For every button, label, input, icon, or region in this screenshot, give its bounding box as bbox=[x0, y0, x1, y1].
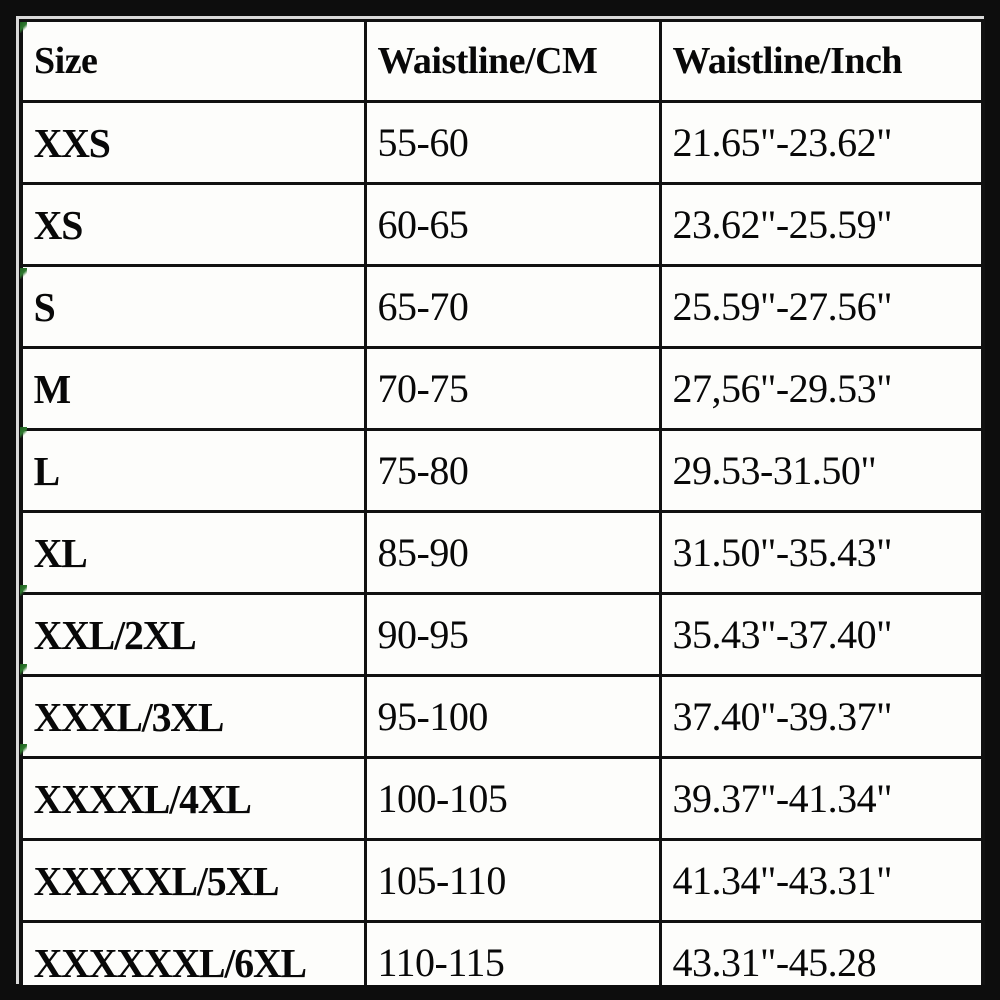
table-row: XL 85-90 31.50"-35.43" bbox=[23, 511, 981, 595]
cell-inch: 29.53-31.50" bbox=[660, 429, 981, 513]
cell-inch: 41.34"-43.31" bbox=[660, 839, 981, 923]
cell-cm: 110-115 bbox=[365, 921, 662, 985]
table-row: XXS 55-60 21.65"-23.62" bbox=[23, 101, 981, 185]
cell-inch: 39.37"-41.34" bbox=[660, 757, 981, 841]
table-row: XXXXL/4XL 100-105 39.37"-41.34" bbox=[23, 757, 981, 841]
cell-inch: 35.43"-37.40" bbox=[660, 593, 981, 677]
cell-cm: 75-80 bbox=[365, 429, 662, 513]
table-row: M 70-75 27,56"-29.53" bbox=[23, 347, 981, 431]
column-header-size: Size bbox=[23, 22, 367, 103]
cell-cm: 55-60 bbox=[365, 101, 662, 185]
cell-inch: 37.40"-39.37" bbox=[660, 675, 981, 759]
table-row: XXXXXXL/6XL 110-115 43.31"-45.28 bbox=[23, 921, 981, 985]
cell-inch: 31.50"-35.43" bbox=[660, 511, 981, 595]
table-body: XXS 55-60 21.65"-23.62" XS 60-65 23.62"-… bbox=[23, 101, 981, 985]
cell-size: XS bbox=[23, 183, 357, 267]
table-row: XXXXXL/5XL 105-110 41.34"-43.31" bbox=[23, 839, 981, 923]
column-header-cm: Waistline/CM bbox=[365, 22, 662, 103]
cell-cm: 65-70 bbox=[365, 265, 662, 349]
cell-size: S bbox=[23, 265, 357, 349]
cell-cm: 105-110 bbox=[365, 839, 662, 923]
header-row: Size Waistline/CM Waistline/Inch bbox=[23, 22, 981, 103]
column-header-inch: Waistline/Inch bbox=[660, 22, 981, 103]
cell-size: L bbox=[23, 429, 357, 513]
cell-cm: 60-65 bbox=[365, 183, 662, 267]
table-header: Size Waistline/CM Waistline/Inch bbox=[23, 22, 981, 103]
cell-size: M bbox=[23, 347, 357, 431]
table-row: XXL/2XL 90-95 35.43"-37.40" bbox=[23, 593, 981, 677]
cell-cm: 70-75 bbox=[365, 347, 662, 431]
table-row: XS 60-65 23.62"-25.59" bbox=[23, 183, 981, 267]
cell-size: XXXXXXL/6XL bbox=[23, 921, 357, 985]
cell-size: XXL/2XL bbox=[23, 593, 357, 677]
size-chart-table: Size Waistline/CM Waistline/Inch XXS 55-… bbox=[23, 22, 981, 985]
cell-inch: 25.59"-27.56" bbox=[660, 265, 981, 349]
table-row: XXXL/3XL 95-100 37.40"-39.37" bbox=[23, 675, 981, 759]
cell-size: XXS bbox=[23, 101, 357, 185]
cell-inch: 23.62"-25.59" bbox=[660, 183, 981, 267]
cell-inch: 27,56"-29.53" bbox=[660, 347, 981, 431]
cell-size: XXXXXL/5XL bbox=[23, 839, 357, 923]
cell-inch: 43.31"-45.28 bbox=[660, 921, 981, 985]
cell-cm: 95-100 bbox=[365, 675, 662, 759]
cell-size: XL bbox=[23, 511, 357, 595]
cell-inch: 21.65"-23.62" bbox=[660, 101, 981, 185]
table-row: L 75-80 29.53-31.50" bbox=[23, 429, 981, 513]
cell-size: XXXL/3XL bbox=[23, 675, 357, 759]
cell-cm: 100-105 bbox=[365, 757, 662, 841]
table-row: S 65-70 25.59"-27.56" bbox=[23, 265, 981, 349]
cell-cm: 85-90 bbox=[365, 511, 662, 595]
cell-size: XXXXL/4XL bbox=[23, 757, 357, 841]
cell-cm: 90-95 bbox=[365, 593, 662, 677]
size-chart-table-container: Size Waistline/CM Waistline/Inch XXS 55-… bbox=[19, 19, 985, 985]
